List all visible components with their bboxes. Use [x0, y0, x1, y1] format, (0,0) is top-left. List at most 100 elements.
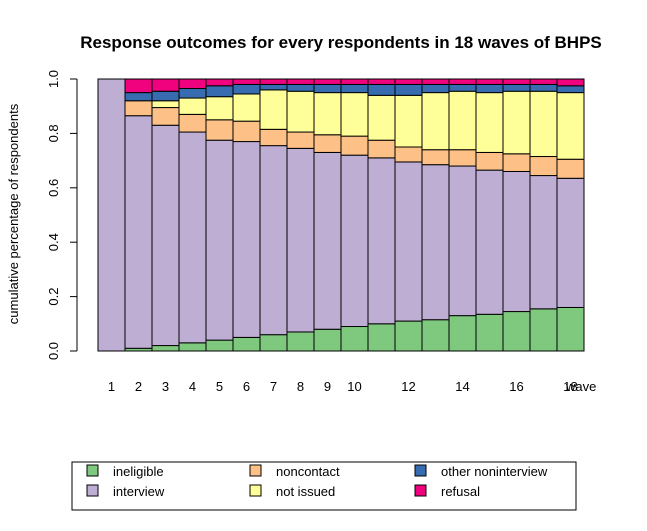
bar-segment-other-noninterview-wave-15: [475, 83, 504, 94]
bar-segment-ineligible-wave-17: [529, 308, 558, 352]
x-tick-label: 14: [455, 379, 469, 394]
bar-segment-noncontact-wave-4: [178, 113, 207, 133]
legend-label-ineligible: ineligible: [113, 464, 164, 479]
legend-label-other-noninterview: other noninterview: [441, 464, 548, 479]
bar-segment-refusal-wave-12: [394, 78, 423, 85]
x-tick-label: 18: [563, 379, 577, 394]
bar-segment-refusal-wave-3: [151, 78, 180, 92]
bar-segment-other-noninterview-wave-4: [178, 88, 207, 99]
bar-segment-noncontact-wave-14: [448, 149, 477, 167]
bar-segment-not-issued-wave-5: [205, 96, 234, 121]
bar-segment-not-issued-wave-6: [232, 93, 261, 122]
x-tick-label: 7: [270, 379, 277, 394]
bar-segment-other-noninterview-wave-3: [151, 90, 180, 102]
bar-segment-noncontact-wave-7: [259, 128, 288, 147]
x-tick-label: 6: [243, 379, 250, 394]
bar-segment-ineligible-wave-6: [232, 336, 261, 352]
bar-segment-not-issued-wave-16: [502, 90, 531, 155]
bar-segment-ineligible-wave-12: [394, 320, 423, 352]
bar-segment-other-noninterview-wave-7: [259, 83, 288, 91]
y-axis: 0.0 0.2 0.4 0.6 0.8 1.0: [46, 70, 78, 360]
bar-segment-interview-wave-14: [448, 165, 477, 317]
bar-segment-ineligible-wave-15: [475, 313, 504, 352]
bar-segment-not-issued-wave-12: [394, 94, 423, 148]
bar-segment-not-issued-wave-8: [286, 90, 315, 133]
bar-segment-interview-wave-16: [502, 170, 531, 313]
bar-segment-not-issued-wave-14: [448, 90, 477, 151]
bar-segment-noncontact-wave-17: [529, 156, 558, 177]
bar-segment-ineligible-wave-9: [313, 328, 342, 352]
bar-segment-refusal-wave-13: [421, 78, 450, 85]
legend-swatch-noncontact: [249, 464, 262, 477]
bar-segment-not-issued-wave-10: [340, 92, 369, 137]
bar-segment-other-noninterview-wave-16: [502, 83, 531, 92]
bar-segment-other-noninterview-wave-5: [205, 85, 234, 98]
bar-segment-noncontact-wave-11: [367, 139, 396, 159]
bar-segment-not-issued-wave-17: [529, 90, 558, 158]
bar-segment-refusal-wave-17: [529, 78, 558, 85]
bar-segment-refusal-wave-10: [340, 78, 369, 85]
y-tick-label: 0.8: [46, 124, 61, 142]
bar-segment-interview-wave-12: [394, 161, 423, 322]
bar-segment-ineligible-wave-11: [367, 323, 396, 352]
x-tick-label: 1: [108, 379, 115, 394]
bar-segment-interview-wave-6: [232, 141, 261, 338]
bar-segment-refusal-wave-15: [475, 78, 504, 85]
y-tick-label: 0.4: [46, 233, 61, 251]
bar-segment-other-noninterview-wave-18: [556, 85, 585, 94]
legend-swatch-not-issued: [249, 484, 262, 497]
bar-segment-not-issued-wave-11: [367, 94, 396, 141]
x-axis-label: wave: [565, 379, 596, 394]
bar-segment-other-noninterview-wave-8: [286, 83, 315, 92]
bar-segment-noncontact-wave-9: [313, 134, 342, 153]
bar-segment-ineligible-wave-3: [151, 345, 180, 352]
x-tick-label: 16: [509, 379, 523, 394]
bar-segment-interview-wave-8: [286, 147, 315, 333]
legend-swatch-refusal: [414, 484, 427, 497]
bar-segment-ineligible-wave-4: [178, 342, 207, 352]
bar-segment-interview-wave-11: [367, 157, 396, 325]
bar-segment-not-issued-wave-18: [556, 92, 585, 160]
bar-segment-not-issued-wave-15: [475, 92, 504, 153]
bar-segment-noncontact-wave-16: [502, 153, 531, 172]
x-tick-label: 10: [347, 379, 361, 394]
bar-segment-not-issued-wave-7: [259, 89, 288, 130]
bar-segment-not-issued-wave-13: [421, 92, 450, 151]
bar-segment-interview-wave-7: [259, 145, 288, 336]
legend: ineligible interview noncontact not issued o…: [71, 461, 577, 511]
bar-segment-refusal-wave-18: [556, 78, 585, 87]
legend-swatch-other-noninterview: [414, 464, 427, 477]
bar-segment-interview-wave-15: [475, 169, 504, 315]
bar-segment-noncontact-wave-3: [151, 107, 180, 126]
bar-segment-interview-wave-4: [178, 131, 207, 344]
bar-segment-other-noninterview-wave-17: [529, 83, 558, 92]
bar-segment-ineligible-wave-7: [259, 334, 288, 352]
x-axis: 1 2 3 4 5 6 7 8 9 10 12 14 16 18: [108, 379, 578, 394]
y-tick-label: 1.0: [46, 70, 61, 88]
x-tick-label: 8: [297, 379, 304, 394]
bar-segment-refusal-wave-6: [232, 78, 261, 85]
bar-segment-other-noninterview-wave-13: [421, 83, 450, 94]
bar-segment-other-noninterview-wave-2: [124, 92, 153, 102]
bar-segment-noncontact-wave-10: [340, 135, 369, 156]
bar-segment-noncontact-wave-13: [421, 149, 450, 166]
bar-segment-ineligible-wave-13: [421, 319, 450, 352]
x-tick-label: 12: [401, 379, 415, 394]
bar-segment-other-noninterview-wave-14: [448, 83, 477, 92]
bar-segment-refusal-wave-11: [367, 78, 396, 85]
bar-segment-interview-wave-9: [313, 151, 342, 330]
bar-segment-not-issued-wave-9: [313, 92, 342, 136]
bar-segment-interview-wave-1: [97, 78, 126, 352]
y-tick-label: 0.0: [46, 342, 61, 360]
bar-segment-not-issued-wave-4: [178, 97, 207, 115]
bar-segment-refusal-wave-8: [286, 78, 315, 85]
bar-segment-ineligible-wave-10: [340, 326, 369, 352]
y-axis-label: cumulative percentage of respondents: [6, 103, 21, 324]
x-tick-label: 9: [324, 379, 331, 394]
y-tick-label: 0.6: [46, 179, 61, 197]
bar-segment-ineligible-wave-16: [502, 311, 531, 352]
bar-segment-refusal-wave-5: [205, 78, 234, 87]
bar-segment-other-noninterview-wave-12: [394, 83, 423, 96]
bar-segment-ineligible-wave-5: [205, 339, 234, 352]
